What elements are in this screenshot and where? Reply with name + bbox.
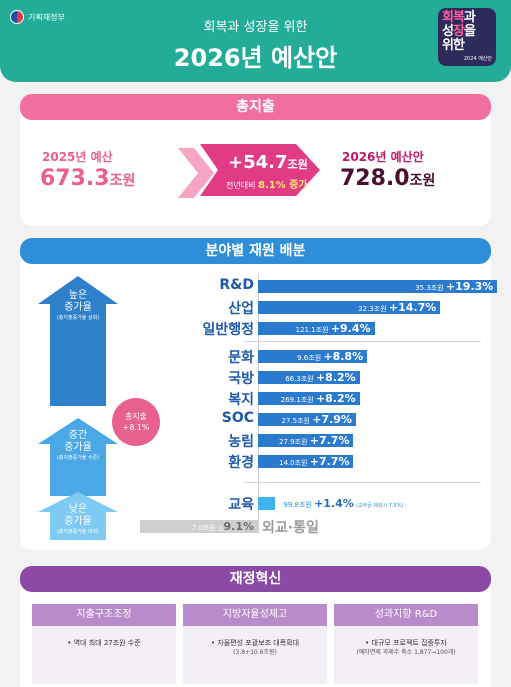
chevron-arrow-icon	[178, 148, 214, 198]
sector-bar-value: 269.1조원 +8.2%	[280, 392, 356, 405]
badge-line: 위한	[442, 38, 465, 53]
badge-line: 성장을	[442, 24, 476, 39]
card-body: • 자율편성 포괄보조 대폭확대 (3.8+10.6조원)	[210, 639, 300, 656]
header-title: 2026년 예산안	[173, 44, 338, 72]
sector-bar-value: 27.9조원 +7.7%	[279, 434, 350, 447]
sector-label: 농림	[228, 434, 254, 450]
total-rate-circle: 총지출 +8.1%	[112, 398, 160, 446]
high-growth-label: 높은 증가율 (총지출증가율 상회)	[56, 290, 100, 321]
card-body: • 역대 최대 27조원 수준	[67, 639, 141, 647]
slogan-badge: 회복과 성장을 위한 2024 예산안	[438, 8, 496, 66]
sector-label: R&D	[219, 277, 254, 293]
sector-label: SOC	[221, 410, 254, 426]
sector-bar: 121.1조원 +9.4%	[258, 322, 375, 335]
header: 기획재정부 회복과 성장을 위한 2026년 예산안 회복과 성장을 위한 20…	[0, 0, 511, 82]
total-heading: 총지출	[20, 94, 491, 120]
sector-bar: 27.5조원 +7.9%	[258, 413, 356, 426]
badge-line: 회복과	[442, 10, 476, 25]
sector-bar-value: 27.5조원 +7.9%	[281, 413, 352, 426]
sector-bar-value: 32.3조원 +14.7%	[358, 301, 437, 314]
allocation-panel: 분야별 재원 배분 높은 증가율 (총지출증가율 상회) 중간 증가율 (총지출…	[20, 238, 498, 550]
prev-year-value: 673.3조원	[40, 166, 136, 191]
ministry-logo: 기획재정부	[10, 10, 65, 24]
sector-bar-value: 14.0조원 +7.7%	[279, 455, 350, 468]
sector-bar: 27.9조원 +7.7%	[258, 434, 354, 447]
card-title: 지방자율성제고	[183, 604, 327, 626]
low-growth-label: 낮은 증가율 (총지출증가율 하회)	[56, 504, 100, 535]
sector-bar: 269.1조원 +8.2%	[258, 392, 360, 405]
sector-bar: 32.3조원 +14.7%	[258, 301, 441, 314]
prev-year-label: 2025년 예산	[42, 150, 113, 164]
bar-diplomacy: 7.0조원 △9.1%	[140, 520, 258, 533]
tier-divider	[244, 341, 481, 342]
sector-bar-value: 9.6조원 +8.8%	[297, 350, 364, 363]
next-year-label: 2026년 예산안	[342, 150, 424, 164]
mid-growth-label: 중간 증가율 (총지출증가율 수준)	[56, 430, 100, 461]
innovation-panel: 재정혁신 지출구조조정 • 역대 최대 27조원 수준 지방자율성제고 • 자율…	[20, 566, 491, 687]
increase-rate: 전년대비 8.1% 증가	[226, 180, 308, 191]
innovation-card: 지방자율성제고 • 자율편성 포괄보조 대폭확대 (3.8+10.6조원)	[183, 604, 327, 684]
card-title: 성과지향 R&D	[334, 604, 478, 626]
sector-bar-value: 35.3조원 +19.3%	[415, 280, 494, 293]
sector-bar	[258, 497, 276, 510]
innovation-heading: 재정혁신	[20, 566, 491, 592]
total-expenditure-panel: 총지출 2025년 예산 673.3조원 +54.7조원 전년대비 8.1% 증…	[20, 94, 491, 226]
increase-arrow	[200, 144, 320, 196]
innovation-card: 성과지향 R&D • 대규모 프로젝트 집중투자 (예타면제 과제수 축소 1,8…	[334, 604, 478, 684]
sector-label: 산업	[228, 301, 254, 317]
growth-tier-arrows	[38, 276, 118, 540]
increase-amount: +54.7조원	[228, 152, 308, 173]
sector-bar-value: 121.1조원 +9.4%	[295, 322, 371, 335]
sector-bar-value: 66.3조원 +8.2%	[285, 371, 356, 384]
allocation-heading: 분야별 재원 배분	[20, 238, 491, 264]
innovation-card: 지출구조조정 • 역대 최대 27조원 수준	[32, 604, 176, 684]
sector-label-diplomacy: 외교·통일	[262, 520, 319, 536]
header-subtitle: 회복과 성장을 위한	[203, 20, 308, 35]
next-year-value: 728.0조원	[340, 166, 436, 191]
sector-label: 문화	[228, 350, 254, 366]
sector-label: 복지	[228, 392, 254, 408]
sector-bar: 14.0조원 +7.7%	[258, 455, 354, 468]
taegeuk-icon	[10, 10, 24, 24]
sector-bar: 9.6조원 +8.8%	[258, 350, 368, 363]
tier-divider	[244, 482, 481, 483]
sector-bar: 66.3조원 +8.2%	[258, 371, 360, 384]
card-title: 지출구조조정	[32, 604, 176, 626]
sector-label: 국방	[228, 371, 254, 387]
sector-label: 교육	[228, 497, 254, 513]
sector-label: 환경	[228, 455, 254, 471]
badge-year: 2024 예산안	[463, 56, 492, 62]
card-body: • 대규모 프로젝트 집중투자 (예타면제 과제수 축소 1,877→100개)	[356, 639, 456, 656]
sector-bar: 35.3조원 +19.3%	[258, 280, 498, 293]
sector-bar-value: 99.8조원 +1.4% (교부금 제외시 7.5%)	[283, 497, 404, 510]
sector-label: 일반행정	[202, 322, 254, 338]
ministry-name: 기획재정부	[28, 12, 65, 22]
